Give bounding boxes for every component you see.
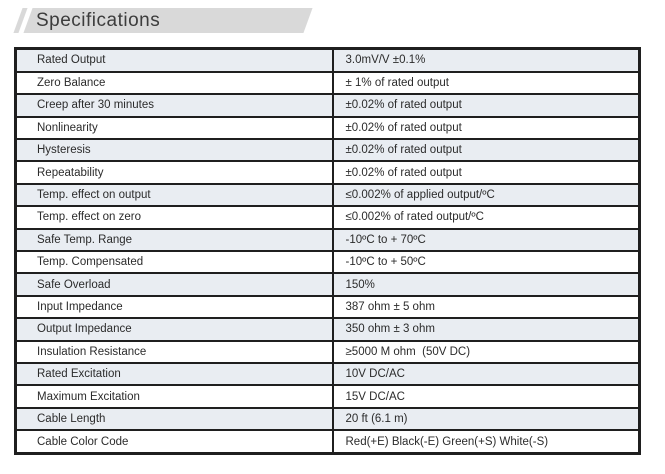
spec-value: ±0.02% of rated output (331, 137, 641, 163)
page-title: Specifications (36, 10, 161, 31)
spec-value: ±0.02% of rated output (331, 93, 641, 118)
spec-value: ± 1% of rated output (331, 70, 641, 96)
spec-value: 3.0mV/V ±0.1% (331, 47, 641, 73)
table-row: Nonlinearity ±0.02% of rated output (14, 115, 641, 140)
table-row: Cable Color Code Red(+E) Black(-E) Green… (14, 429, 641, 455)
table-row: Temp. effect on output ≤0.002% of applie… (14, 182, 641, 208)
spec-value: ≥5000 M ohm (50V DC) (331, 339, 641, 365)
spec-label: Input Impedance (14, 294, 334, 320)
table-row: Insulation Resistance ≥5000 M ohm (50V D… (14, 339, 641, 365)
spec-label: Rated Excitation (14, 361, 334, 387)
spec-value: Red(+E) Black(-E) Green(+S) White(-S) (331, 429, 641, 455)
spec-value: 350 ohm ± 3 ohm (331, 317, 641, 342)
spec-value: 387 ohm ± 5 ohm (331, 294, 641, 320)
spec-label: Maximum Excitation (14, 384, 334, 409)
table-row: Maximum Excitation 15V DC/AC (14, 384, 641, 409)
spec-value: 15V DC/AC (331, 384, 641, 409)
spec-label: Insulation Resistance (14, 339, 334, 365)
spec-label: Zero Balance (14, 70, 334, 96)
spec-label: Temp. effect on output (14, 182, 334, 208)
table-row: Rated Excitation 10V DC/AC (14, 361, 641, 387)
spec-value: -10ºC to + 70ºC (331, 227, 641, 252)
table-row: Rated Output 3.0mV/V ±0.1% (14, 47, 641, 73)
table-row: Input Impedance 387 ohm ± 5 ohm (14, 294, 641, 320)
table-row: Temp. Compensated -10ºC to + 50ºC (14, 249, 641, 275)
spec-label: Cable Length (14, 406, 334, 432)
table-row: Creep after 30 minutes ±0.02% of rated o… (14, 93, 641, 118)
specifications-table: Rated Output 3.0mV/V ±0.1% Zero Balance … (14, 47, 641, 455)
spec-label: Cable Color Code (14, 429, 334, 455)
specifications-table-body: Rated Output 3.0mV/V ±0.1% Zero Balance … (14, 47, 641, 455)
table-row: Cable Length 20 ft (6.1 m) (14, 406, 641, 432)
table-row: Temp. effect on zero ≤0.002% of rated ou… (14, 205, 641, 230)
spec-label: Rated Output (14, 47, 334, 73)
spec-label: Safe Temp. Range (14, 227, 334, 252)
spec-value: 150% (331, 272, 641, 297)
spec-label: Output Impedance (14, 317, 334, 342)
spec-value: 20 ft (6.1 m) (331, 406, 641, 432)
spec-value: ±0.02% of rated output (331, 160, 641, 185)
table-row: Repeatability ±0.02% of rated output (14, 160, 641, 185)
spec-label: Repeatability (14, 160, 334, 185)
table-row: Hysteresis ±0.02% of rated output (14, 137, 641, 163)
spec-label: Safe Overload (14, 272, 334, 297)
table-row: Output Impedance 350 ohm ± 3 ohm (14, 317, 641, 342)
section-header-banner: Specifications (13, 8, 313, 33)
spec-value: -10ºC to + 50ºC (331, 249, 641, 275)
spec-label: Temp. effect on zero (14, 205, 334, 230)
table-row: Safe Temp. Range -10ºC to + 70ºC (14, 227, 641, 252)
spec-label: Creep after 30 minutes (14, 93, 334, 118)
spec-label: Nonlinearity (14, 115, 334, 140)
table-row: Safe Overload 150% (14, 272, 641, 297)
spec-value: ±0.02% of rated output (331, 115, 641, 140)
spec-value: ≤0.002% of applied output/ºC (331, 182, 641, 208)
table-row: Zero Balance ± 1% of rated output (14, 70, 641, 96)
spec-value: ≤0.002% of rated output/ºC (331, 205, 641, 230)
spec-label: Hysteresis (14, 137, 334, 163)
spec-label: Temp. Compensated (14, 249, 334, 275)
spec-value: 10V DC/AC (331, 361, 641, 387)
